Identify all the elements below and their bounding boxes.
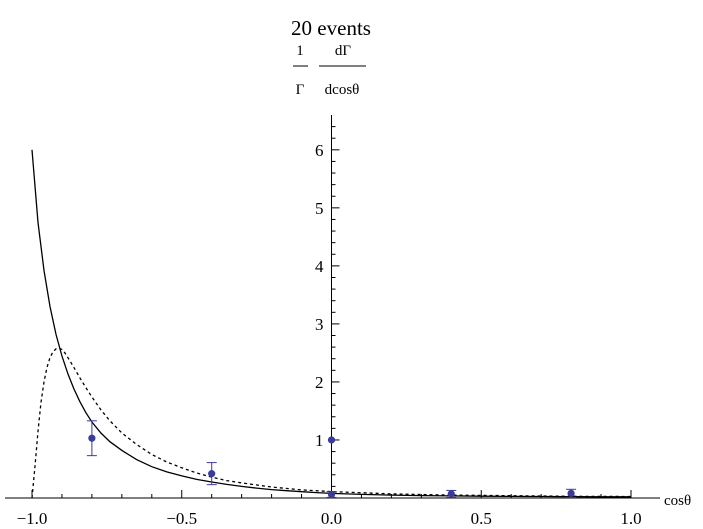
data-point xyxy=(326,490,337,499)
data-points xyxy=(86,420,577,499)
point-marker xyxy=(567,489,575,497)
x-tick-label: 1.0 xyxy=(620,509,641,528)
x-tick-label: 0.0 xyxy=(321,509,342,528)
x-axis-label: cosθ xyxy=(664,493,691,509)
y-label-num-left: 1 xyxy=(296,43,304,59)
point-marker xyxy=(208,470,216,478)
point-marker xyxy=(88,434,96,442)
point-marker xyxy=(327,490,336,499)
solid-curve xyxy=(31,149,631,498)
y-tick-label: 4 xyxy=(315,257,324,276)
data-point xyxy=(206,462,217,486)
axes: −1.0 −0.5 0.0 0.5 1.0 1 2 3 4 5 6 xyxy=(5,115,660,528)
y-label-num-right: dΓ xyxy=(335,43,352,59)
y-tick-label: 1 xyxy=(315,431,324,450)
y-axis-label: 1 Γ dΓ dcosθ xyxy=(293,43,366,98)
dotted-curve xyxy=(31,347,632,499)
y-label-den-left: Γ xyxy=(296,82,305,98)
data-point xyxy=(566,488,577,498)
point-marker xyxy=(327,436,336,444)
x-tick-label: −1.0 xyxy=(17,509,48,528)
curves xyxy=(31,149,632,499)
data-point xyxy=(446,489,457,498)
chart-title: 20 events xyxy=(291,16,371,40)
y-tick-label: 2 xyxy=(315,373,324,392)
data-point xyxy=(327,436,336,444)
x-tick-label: 0.5 xyxy=(471,509,492,528)
y-label-den-right: dcosθ xyxy=(325,82,360,98)
chart-title-group: 20 events xyxy=(291,16,371,40)
y-tick-label: 3 xyxy=(315,315,324,334)
data-point xyxy=(86,420,97,457)
point-marker xyxy=(447,490,455,498)
y-tick-label: 5 xyxy=(315,199,324,218)
x-tick-label: −0.5 xyxy=(166,509,197,528)
y-tick-label: 6 xyxy=(315,141,324,160)
